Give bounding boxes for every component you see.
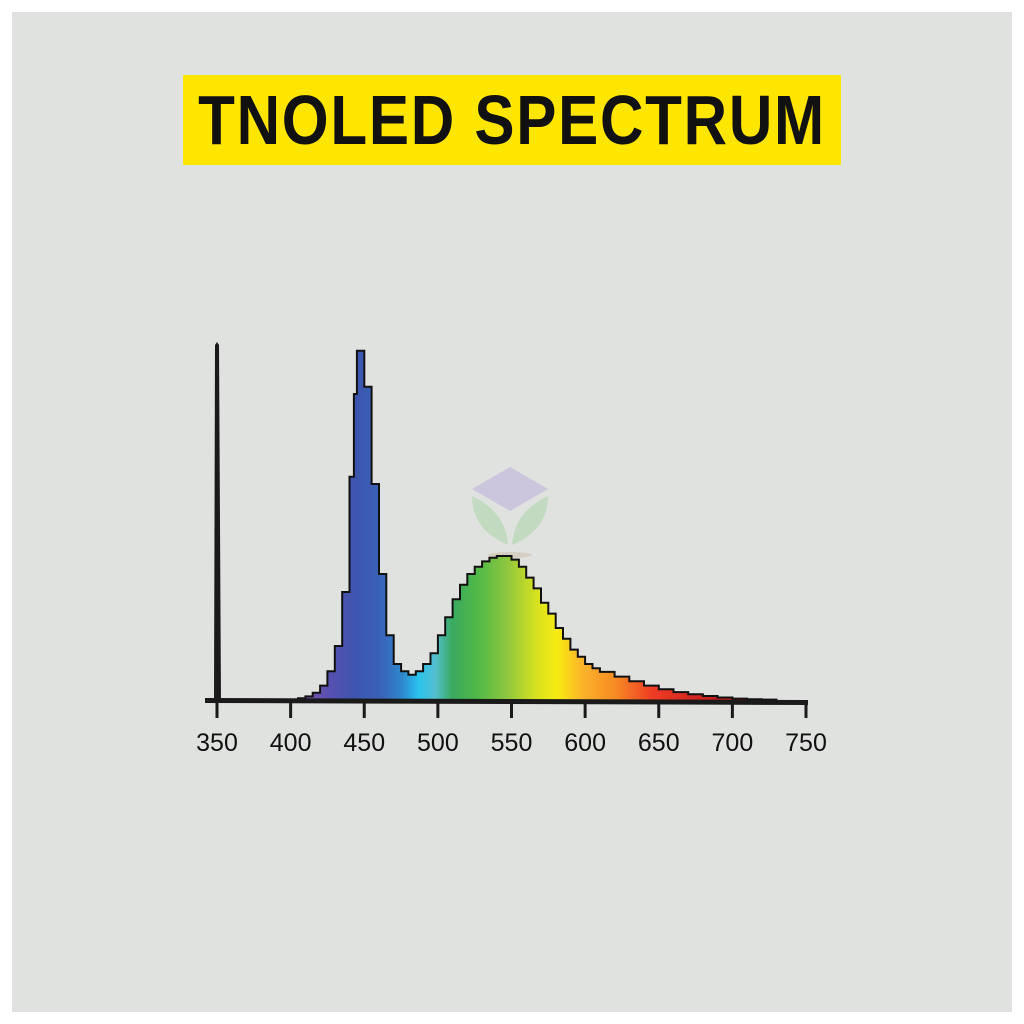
leaf-cube-logo-icon: [472, 467, 548, 558]
x-tick-label: 650: [638, 729, 680, 757]
x-tick-label: 400: [270, 729, 312, 757]
x-tick-label: 750: [785, 729, 827, 757]
x-tick-label: 600: [564, 729, 606, 757]
spectrum-curve: [290, 349, 778, 701]
x-tick-label: 450: [343, 729, 385, 757]
x-tick-label: 550: [491, 729, 533, 757]
x-axis: 350 400 450 500 550 600 650 700 750: [196, 342, 827, 757]
x-tick-label: 700: [712, 729, 754, 757]
spectrum-area: [290, 350, 777, 700]
x-tick-label: 350: [196, 729, 238, 757]
chart-title: TNOLED SPECTRUM: [198, 81, 826, 159]
chart-panel: [12, 12, 1012, 1012]
y-axis-line: [214, 342, 221, 702]
title-banner: TNOLED SPECTRUM: [183, 75, 841, 165]
x-tick-label: 500: [417, 729, 459, 757]
